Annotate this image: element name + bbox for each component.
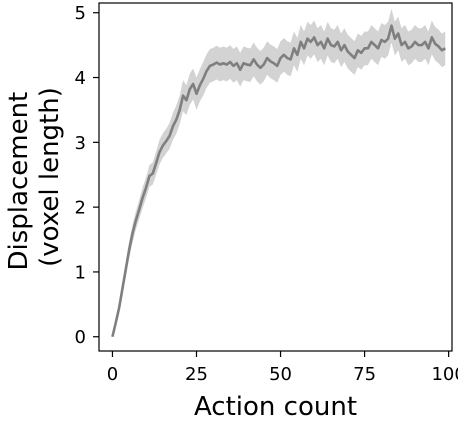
x-tick-label: 75 (353, 364, 376, 385)
plot-frame (98, 2, 453, 352)
x-tick-label: 50 (269, 364, 292, 385)
y-axis-label-line-1: Displacement (4, 92, 34, 271)
confidence-band (112, 8, 446, 337)
x-tick-label: 0 (107, 364, 118, 385)
y-tick-label: 1 (75, 262, 86, 283)
y-tick-label: 4 (75, 68, 86, 89)
y-axis-label: Displacement (voxel length) (4, 83, 65, 270)
y-tick-label: 3 (75, 133, 86, 154)
plot-area (111, 8, 446, 338)
axis-ticks: 0 25 50 75 100 0 1 2 3 4 5 (75, 3, 458, 385)
x-tick-label: 100 (431, 364, 458, 385)
y-tick-label: 5 (75, 3, 86, 24)
x-tick-label: 25 (185, 364, 208, 385)
y-axis-label-line-2: (voxel length) (35, 87, 65, 267)
x-axis-label: Action count (194, 392, 357, 422)
series-line (111, 24, 446, 338)
y-tick-label: 2 (75, 198, 86, 219)
y-tick-label: 0 (75, 327, 86, 348)
